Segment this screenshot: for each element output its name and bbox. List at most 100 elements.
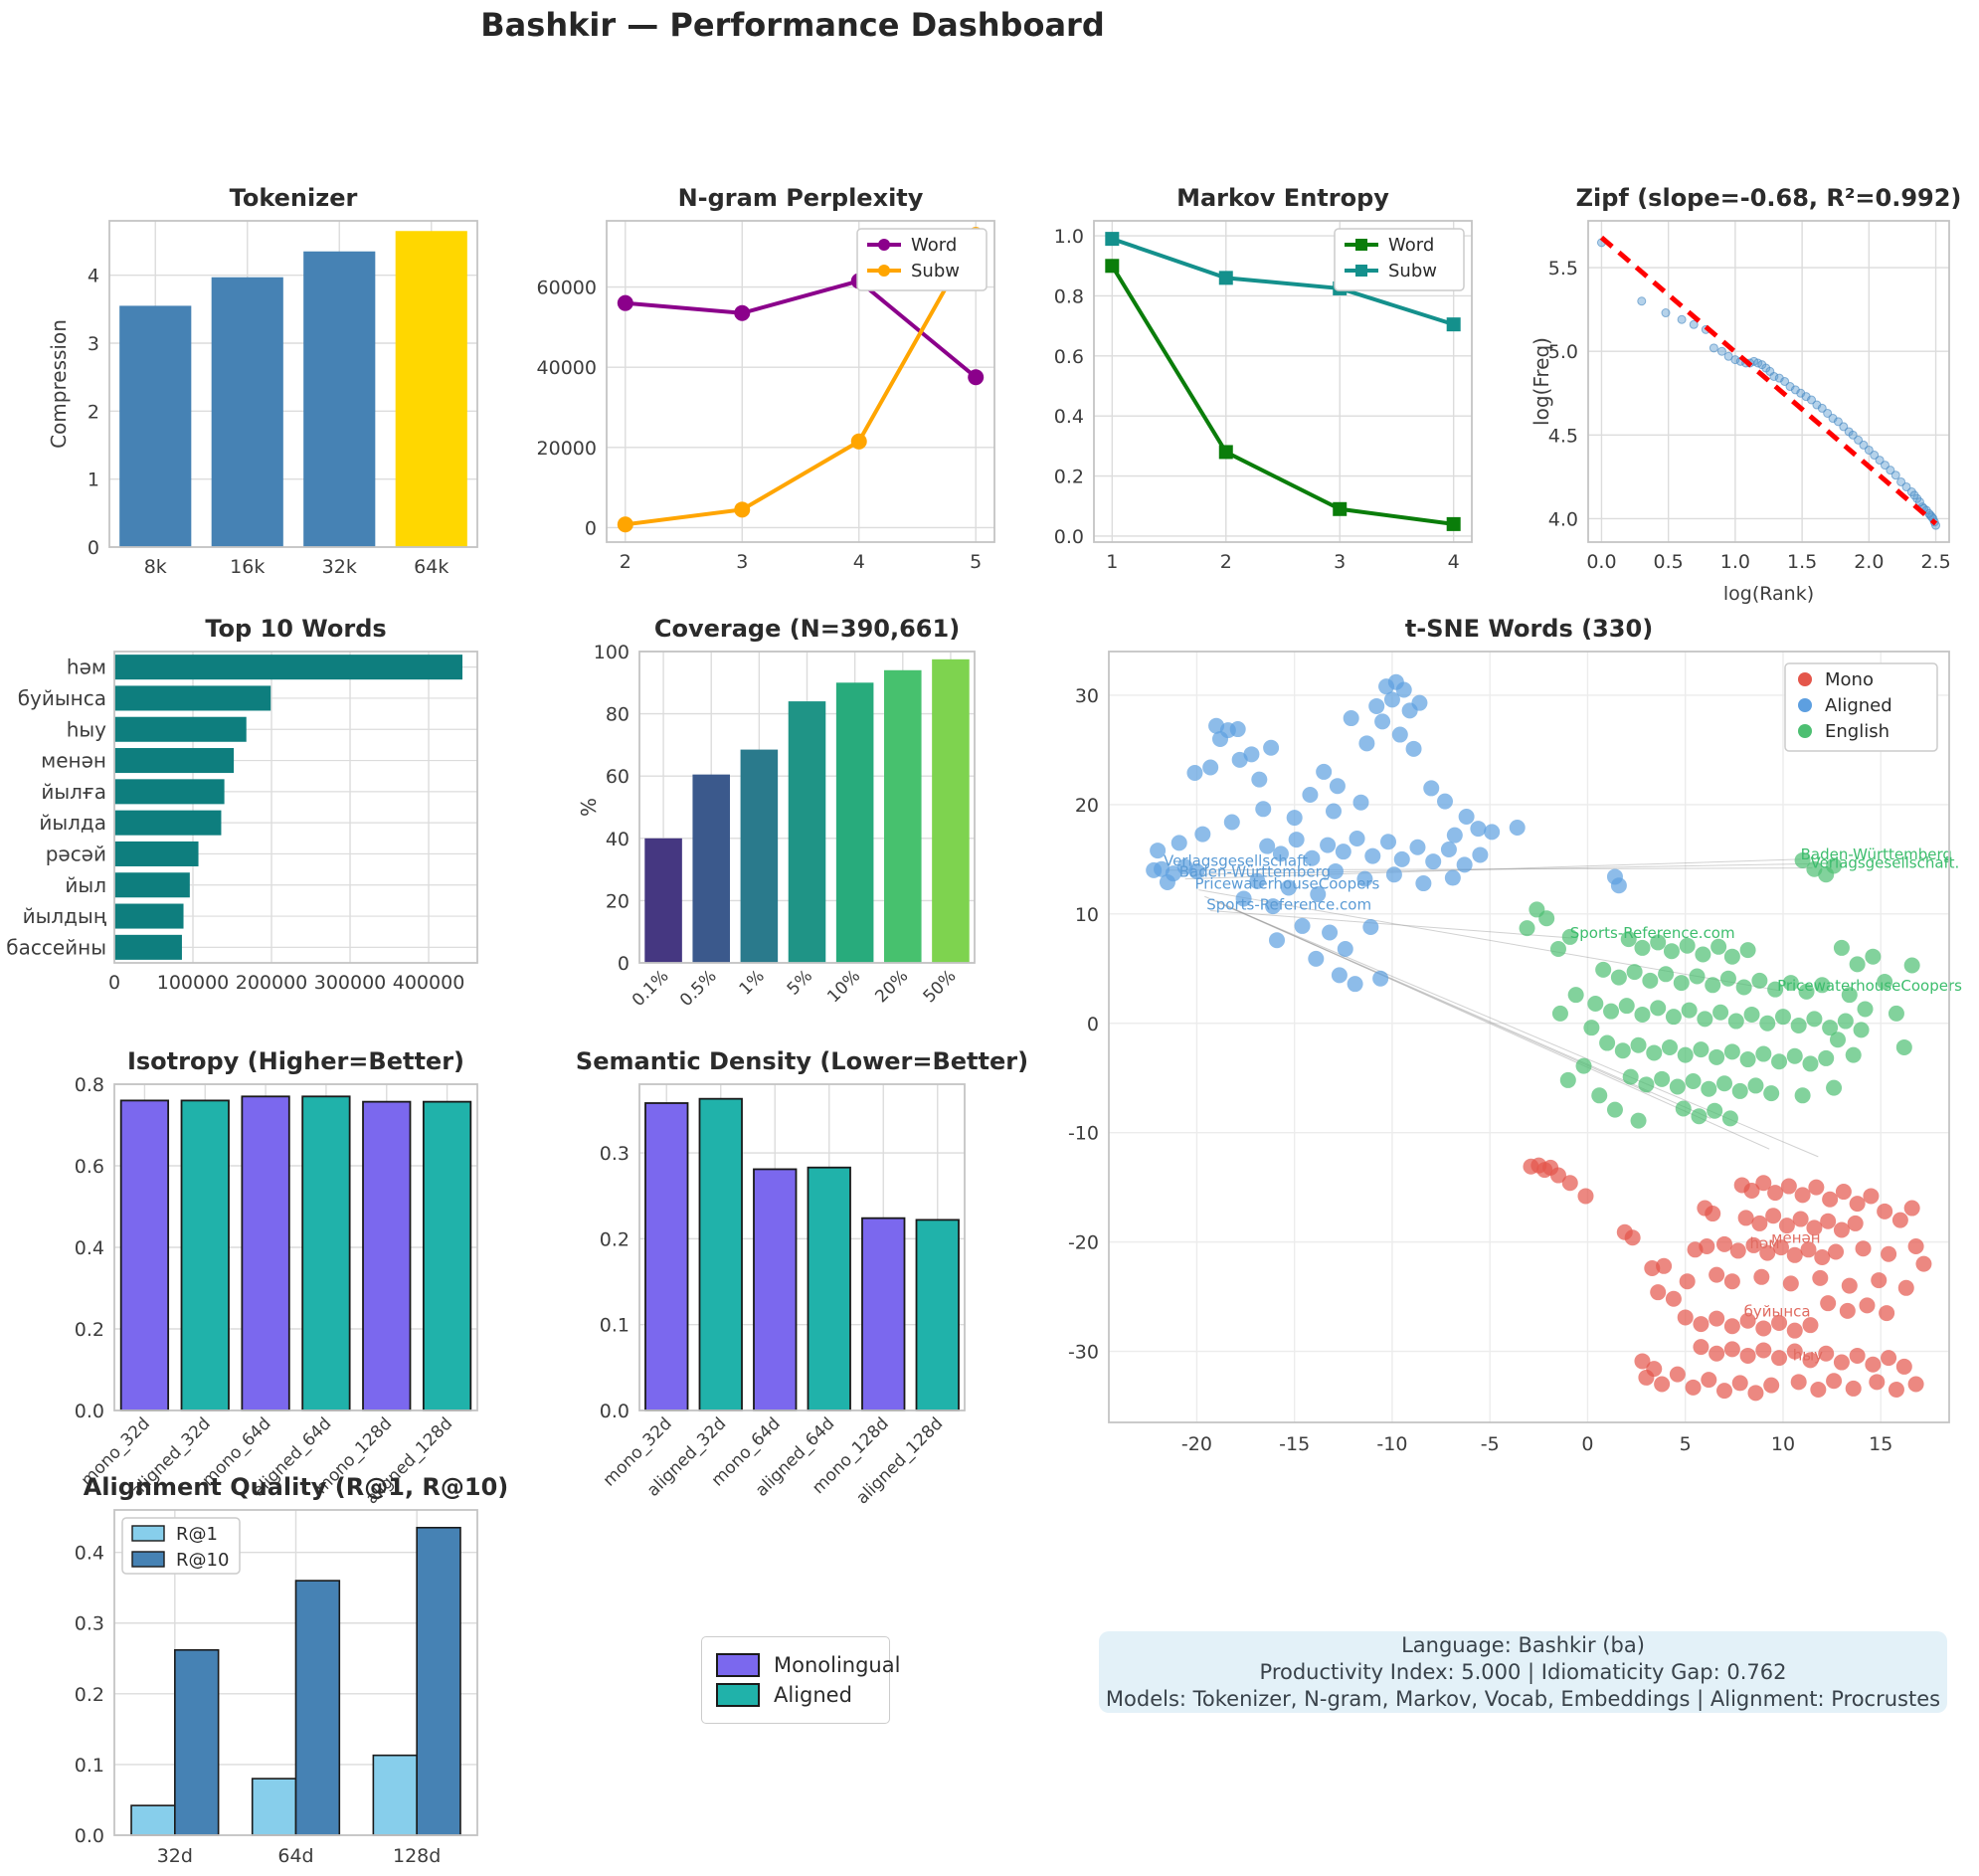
svg-text:Subw: Subw: [911, 261, 960, 281]
svg-text:Subw: Subw: [1388, 261, 1437, 281]
svg-text:0.6: 0.6: [75, 1156, 104, 1178]
svg-text:1%: 1%: [736, 966, 769, 999]
panel-tokenizer: 0 1 2 3 4 8k 16k 32k 64k Compression Tokenizer: [47, 174, 497, 597]
svg-text:15: 15: [1869, 1433, 1892, 1455]
svg-text:0.0: 0.0: [1054, 526, 1084, 548]
svg-text:64k: 64k: [414, 556, 449, 578]
legend-label: Monolingual: [774, 1653, 901, 1677]
embedding-legend: Monolingual Aligned: [701, 1636, 900, 1724]
svg-text:3: 3: [88, 333, 99, 355]
svg-text:Zipf (slope=-0.68, R²=0.992): Zipf (slope=-0.68, R²=0.992): [1576, 184, 1962, 212]
svg-text:0.8: 0.8: [1054, 285, 1084, 307]
svg-text:-15: -15: [1279, 1433, 1310, 1455]
svg-text:-20: -20: [1181, 1433, 1212, 1455]
svg-text:Semantic Density (Lower=Better: Semantic Density (Lower=Better): [576, 1047, 1028, 1075]
svg-text:Compression: Compression: [47, 319, 71, 449]
svg-text:рәсәй: рәсәй: [46, 842, 106, 865]
svg-text:32d: 32d: [157, 1845, 193, 1867]
svg-text:2: 2: [620, 551, 631, 573]
svg-text:16k: 16k: [230, 556, 265, 578]
svg-text:йыл: йыл: [65, 873, 106, 897]
svg-text:0: 0: [88, 537, 99, 559]
svg-text:Mono: Mono: [1825, 669, 1874, 690]
svg-text:40000: 40000: [537, 357, 597, 379]
aligned-swatch: [716, 1683, 760, 1707]
page-title: Bashkir — Performance Dashboard: [480, 6, 1105, 44]
panel-markov-entropy: 1 2 3 4 0.0 0.2 0.4 0.6 0.8 1.0 Word Subw Markov Ent…: [1039, 174, 1492, 597]
svg-text:-20: -20: [1068, 1232, 1099, 1254]
svg-text:20%: 20%: [871, 966, 912, 1007]
svg-text:t-SNE Words (330): t-SNE Words (330): [1405, 615, 1653, 643]
svg-text:2: 2: [88, 401, 99, 423]
svg-text:Coverage (N=390,661): Coverage (N=390,661): [654, 615, 960, 643]
svg-text:0.2: 0.2: [75, 1319, 104, 1341]
svg-text:20: 20: [1075, 795, 1099, 817]
svg-text:Word: Word: [1388, 235, 1434, 256]
svg-text:0.2: 0.2: [1054, 467, 1084, 488]
svg-text:Word: Word: [911, 235, 957, 256]
svg-text:0.1%: 0.1%: [629, 966, 673, 1011]
svg-text:10: 10: [1771, 1433, 1795, 1455]
svg-text:3: 3: [736, 551, 748, 573]
markov-entropy-chart: 1 2 3 4 0.0 0.2 0.4 0.6 0.8 1.0 Word Subw Markov Ent…: [1054, 184, 1473, 573]
svg-text:0.0: 0.0: [600, 1401, 630, 1422]
svg-text:Tokenizer: Tokenizer: [230, 184, 358, 212]
svg-text:20: 20: [606, 890, 630, 912]
svg-text:5: 5: [1680, 1433, 1692, 1455]
svg-text:10: 10: [1075, 904, 1099, 926]
svg-text:Markov Entropy: Markov Entropy: [1176, 184, 1389, 212]
svg-text:1.5: 1.5: [1787, 551, 1817, 573]
svg-text:0.3: 0.3: [600, 1143, 630, 1165]
svg-text:4: 4: [853, 551, 865, 573]
svg-text:бассейны: бассейны: [6, 935, 106, 959]
svg-text:4: 4: [1448, 551, 1460, 573]
svg-text:буйынса: буйынса: [1744, 1302, 1811, 1320]
svg-text:20000: 20000: [537, 438, 597, 460]
svg-text:0: 0: [1087, 1014, 1099, 1035]
svg-text:Baden-Württemberg: Baden-Württemberg: [1179, 862, 1331, 880]
svg-text:5.5: 5.5: [1548, 258, 1578, 280]
svg-text:0.4: 0.4: [1054, 406, 1084, 428]
legend-item-aligned: Aligned: [716, 1683, 875, 1707]
panel-isotropy: 0.0 0.2 0.4 0.6 0.8 mono_32d aligned_32d mono_6…: [55, 1044, 497, 1508]
svg-text:Verlagsgesellschaft.: Verlagsgesellschaft.: [1810, 854, 1959, 872]
svg-text:PricewaterhouseCoopers: PricewaterhouseCoopers: [1777, 977, 1962, 995]
svg-text:R@10: R@10: [176, 1550, 229, 1571]
svg-text:3: 3: [1334, 551, 1346, 573]
svg-text:log(Rank): log(Rank): [1723, 583, 1814, 605]
svg-text:5: 5: [970, 551, 982, 573]
panel-ngram-perplexity: 2 3 4 5 0 20000 40000 60000 Word Subw N-gram Perpl…: [532, 174, 1014, 597]
svg-text:0: 0: [108, 972, 120, 994]
svg-text:60000: 60000: [537, 278, 597, 299]
svg-text:Baden-Württemberg: Baden-Württemberg: [1801, 845, 1952, 863]
top10-words-chart: 0 100000 200000 300000 400000 һәм буйынса һыу ме…: [6, 615, 478, 994]
svg-text:һәм: һәм: [67, 656, 106, 679]
svg-text:-10: -10: [1376, 1433, 1407, 1455]
svg-text:Alignment Quality (R@1, R@10): Alignment Quality (R@1, R@10): [84, 1473, 509, 1501]
svg-text:log(Freq): log(Freq): [1529, 337, 1553, 426]
svg-text:4.5: 4.5: [1548, 425, 1578, 447]
svg-text:R@1: R@1: [176, 1524, 218, 1545]
svg-text:N-gram Perplexity: N-gram Perplexity: [678, 184, 924, 212]
svg-text:10%: 10%: [823, 966, 864, 1007]
coverage-chart: 0 20 40 60 80 100 0.1% 0.5% 1% 5% 10% 20% 50%% Covera…: [577, 615, 976, 1011]
svg-text:0.3: 0.3: [75, 1613, 104, 1635]
svg-text:0.6: 0.6: [1054, 346, 1084, 368]
svg-text:һыу: һыу: [1793, 1346, 1823, 1364]
svg-text:0.0: 0.0: [75, 1401, 104, 1422]
svg-text:80: 80: [606, 704, 630, 726]
svg-text:32k: 32k: [322, 556, 357, 578]
svg-text:100000: 100000: [157, 972, 230, 994]
svg-text:0: 0: [585, 517, 597, 539]
svg-text:4.0: 4.0: [1548, 508, 1578, 530]
svg-text:0.0: 0.0: [1586, 551, 1616, 573]
svg-text:0.2: 0.2: [75, 1684, 104, 1706]
svg-text:йылға: йылға: [41, 780, 106, 804]
svg-text:40: 40: [606, 829, 630, 850]
svg-text:30: 30: [1075, 685, 1099, 707]
panel-top10-words: 0 100000 200000 300000 400000 һәм буйынса һыу ме…: [5, 615, 497, 1037]
zipf-chart: 0.0 0.5 1.0 1.5 2.0 2.5 4.0 4.5 5.0 5.5 log(Rank) l…: [1529, 184, 1962, 605]
info-language: Language: Bashkir (ba): [1401, 1632, 1645, 1657]
svg-text:Top 10 Words: Top 10 Words: [205, 615, 386, 643]
svg-text:2.0: 2.0: [1854, 551, 1884, 573]
